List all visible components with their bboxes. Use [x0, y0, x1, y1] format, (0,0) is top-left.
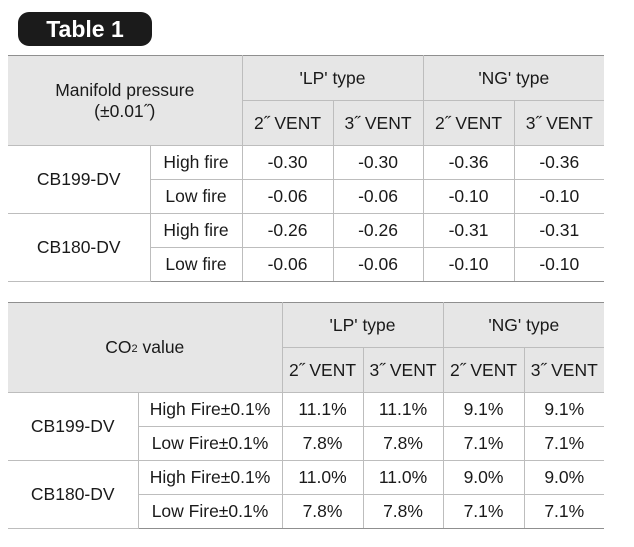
vent-header: 3˝ VENT [523, 347, 605, 393]
corner-label-line1: Manifold pressure [55, 79, 195, 100]
value-cell: 7.8% [362, 426, 444, 461]
table-row: CB180-DV High Fire±0.1% 11.0% 11.0% 9.0%… [8, 460, 605, 529]
table-row: Low Fire±0.1% 7.8% 7.8% 7.1% 7.1% [8, 494, 605, 529]
manifold-pressure-table: Manifold pressure (±0.01˝) 'LP' type 'NG… [8, 55, 605, 282]
value-cell: -0.36 [422, 145, 515, 180]
vent-header: 2˝ VENT [422, 100, 515, 146]
fire-level-cell: Low Fire±0.1% [138, 426, 283, 461]
value-cell: 9.1% [523, 392, 605, 427]
model-cell: CB180-DV [8, 213, 151, 282]
value-cell: 7.1% [523, 494, 605, 529]
value-cell: 7.1% [523, 426, 605, 461]
value-cell: 7.8% [281, 494, 364, 529]
vent-header: 3˝ VENT [513, 100, 605, 146]
value-cell: -0.10 [513, 179, 605, 214]
value-cell: 7.1% [442, 426, 525, 461]
model-cell: CB180-DV [8, 460, 139, 529]
table-corner-header: Manifold pressure (±0.01˝) [8, 55, 243, 146]
value-cell: -0.06 [332, 247, 424, 282]
value-cell: -0.26 [332, 213, 424, 248]
value-cell: -0.30 [241, 145, 334, 180]
vent-header: 2˝ VENT [282, 347, 364, 393]
fire-level-cell: Low Fire±0.1% [138, 494, 283, 529]
table-title-badge: Table 1 [18, 12, 152, 46]
fire-level-cell: High Fire±0.1% [137, 460, 283, 495]
value-cell: -0.26 [241, 213, 334, 248]
value-cell: -0.31 [513, 213, 605, 248]
co2-label: CO [105, 337, 132, 357]
value-cell: 9.1% [442, 392, 525, 427]
value-cell: -0.06 [332, 179, 424, 214]
vent-header: 2˝ VENT [442, 347, 525, 393]
fire-level-cell: High fire [149, 145, 243, 180]
fire-level-cell: High fire [149, 213, 243, 248]
table-row: Low fire -0.06 -0.06 -0.10 -0.10 [8, 247, 605, 282]
value-cell: 7.8% [281, 426, 364, 461]
value-cell: 7.8% [362, 494, 444, 529]
model-cell: CB199-DV [8, 392, 139, 461]
co2-label-suffix: value [137, 337, 185, 357]
value-cell: -0.30 [332, 145, 424, 180]
vent-header: 2˝ VENT [242, 100, 334, 146]
group-header-ng: 'NG' type [442, 302, 605, 348]
group-header-ng: 'NG' type [422, 55, 605, 101]
table-row: CB199-DV High fire -0.30 -0.30 -0.36 -0.… [8, 145, 605, 214]
co2-subscript: 2 [131, 343, 138, 355]
value-cell: 11.1% [281, 392, 364, 427]
value-cell: -0.10 [513, 247, 605, 282]
value-cell: 9.0% [523, 460, 605, 495]
value-cell: -0.10 [422, 179, 515, 214]
value-cell: 9.0% [442, 460, 525, 495]
value-cell: -0.06 [241, 179, 334, 214]
table-row: Low fire -0.06 -0.06 -0.10 -0.10 [8, 179, 605, 214]
corner-label-line2: (±0.01˝) [94, 100, 156, 121]
fire-level-cell: Low fire [150, 179, 243, 214]
table-row: CB180-DV High fire -0.26 -0.26 -0.31 -0.… [8, 213, 605, 282]
group-header-lp: 'LP' type [281, 302, 444, 348]
value-cell: -0.31 [422, 213, 515, 248]
value-cell: 7.1% [442, 494, 525, 529]
table-corner-header: CO2 value [8, 302, 283, 393]
group-header-lp: 'LP' type [241, 55, 424, 101]
value-cell: -0.06 [241, 247, 334, 282]
value-cell: 11.0% [281, 460, 364, 495]
co2-value-table: CO2 value 'LP' type 'NG' type 2˝ VENT 3˝… [8, 302, 605, 529]
model-cell: CB199-DV [8, 145, 151, 214]
table-row: CB199-DV High Fire±0.1% 11.1% 11.1% 9.1%… [8, 392, 605, 461]
vent-header: 3˝ VENT [362, 347, 444, 393]
value-cell: -0.10 [422, 247, 515, 282]
value-cell: 11.1% [362, 392, 444, 427]
value-cell: 11.0% [362, 460, 444, 495]
fire-level-cell: High Fire±0.1% [137, 392, 283, 427]
vent-header: 3˝ VENT [332, 100, 424, 146]
value-cell: -0.36 [513, 145, 605, 180]
table-row: Low Fire±0.1% 7.8% 7.8% 7.1% 7.1% [8, 426, 605, 461]
fire-level-cell: Low fire [150, 247, 243, 282]
